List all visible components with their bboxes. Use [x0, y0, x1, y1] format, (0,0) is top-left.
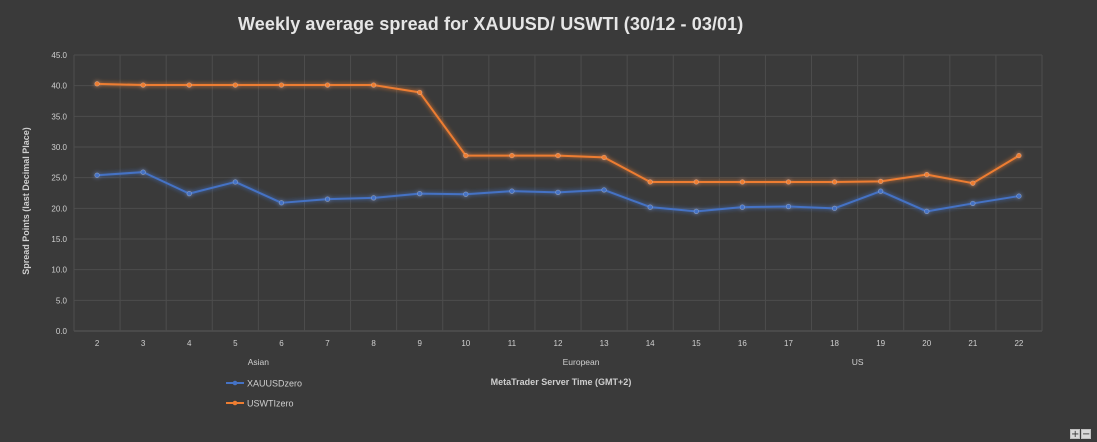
- legend-item: XAUUSDzero: [226, 379, 302, 389]
- data-point: [924, 208, 930, 214]
- zoom-out-button[interactable]: −: [1081, 429, 1091, 440]
- data-point: [831, 205, 838, 211]
- data-point: [739, 204, 745, 210]
- x-tick-label: 21: [968, 339, 977, 348]
- x-tick-label: 12: [554, 339, 563, 348]
- data-point: [647, 204, 653, 210]
- data-point: [555, 189, 561, 195]
- data-point: [94, 172, 100, 178]
- y-tick-label: 5.0: [56, 296, 68, 305]
- x-tick-label: 20: [922, 339, 931, 348]
- y-tick-label: 0.0: [56, 327, 68, 336]
- data-point: [601, 187, 607, 193]
- data-point: [463, 191, 469, 197]
- data-point: [739, 179, 745, 185]
- x-tick-label: 8: [371, 339, 376, 348]
- data-point: [924, 172, 930, 178]
- data-point: [1016, 193, 1022, 199]
- data-point: [278, 200, 285, 206]
- x-tick-label: 16: [738, 339, 747, 348]
- x-tick-label: 11: [508, 339, 517, 348]
- data-point: [878, 178, 884, 184]
- y-axis-ticks: 0.0 5.0 10.0 15.0 20.0 25.0 30.0 35.0 40.0 45.0: [51, 51, 67, 336]
- data-point: [878, 188, 884, 194]
- data-point: [324, 196, 331, 202]
- x-tick-label: 22: [1014, 339, 1023, 348]
- legend-item: USWTIzero: [226, 399, 294, 409]
- legend-swatch-marker: [232, 400, 238, 406]
- data-point: [785, 179, 792, 185]
- x-tick-label: 17: [784, 339, 793, 348]
- legend-swatch-marker: [232, 380, 238, 386]
- session-group-label: European: [563, 357, 600, 367]
- x-axis-title: MetaTrader Server Time (GMT+2): [491, 377, 632, 387]
- data-point: [970, 200, 976, 207]
- zoom-controls: + −: [1070, 429, 1091, 440]
- y-tick-label: 10.0: [51, 266, 67, 275]
- data-point: [232, 179, 238, 185]
- x-tick-label: 18: [830, 339, 839, 348]
- y-tick-label: 25.0: [51, 174, 67, 183]
- data-point: [555, 152, 561, 159]
- legend-label: USWTIzero: [247, 399, 294, 409]
- data-point: [693, 179, 699, 185]
- data-point: [371, 195, 377, 201]
- data-point: [417, 191, 423, 197]
- x-tick-label: 6: [279, 339, 284, 348]
- session-group-labels: Asian European US: [248, 357, 864, 367]
- data-point: [186, 191, 192, 197]
- data-point: [278, 82, 285, 88]
- y-tick-label: 15.0: [51, 235, 67, 244]
- data-point: [417, 89, 423, 96]
- x-tick-label: 19: [876, 339, 885, 348]
- data-point: [647, 179, 653, 185]
- data-point: [970, 180, 976, 186]
- data-point: [693, 208, 699, 214]
- session-group-label: US: [852, 357, 864, 367]
- data-point: [785, 203, 792, 210]
- zoom-in-button[interactable]: +: [1070, 429, 1080, 440]
- data-point: [140, 82, 146, 88]
- x-tick-label: 10: [461, 339, 470, 348]
- data-point: [94, 81, 100, 87]
- series-uswtizero: [94, 81, 1022, 186]
- series-xauusdzero: [94, 169, 1022, 214]
- y-axis-title: Spread Points (last Decimal Place): [21, 127, 31, 275]
- data-point: [509, 152, 515, 159]
- data-point: [509, 188, 515, 194]
- x-tick-label: 9: [417, 339, 422, 348]
- y-tick-label: 35.0: [51, 112, 67, 121]
- x-tick-label: 2: [95, 339, 100, 348]
- x-tick-label: 4: [187, 339, 192, 348]
- x-tick-label: 14: [646, 339, 655, 348]
- chart-title: Weekly average spread for XAUUSD/ USWTI …: [238, 14, 744, 34]
- data-point: [601, 154, 607, 161]
- x-tick-label: 13: [600, 339, 609, 348]
- data-point: [371, 82, 377, 88]
- legend-label: XAUUSDzero: [247, 379, 302, 389]
- x-tick-label: 15: [692, 339, 701, 348]
- x-tick-label: 7: [325, 339, 330, 348]
- legend: XAUUSDzero USWTIzero: [226, 379, 302, 409]
- y-tick-label: 30.0: [51, 143, 67, 152]
- series-line: [97, 82, 1020, 185]
- x-tick-label: 5: [233, 339, 238, 348]
- data-point: [186, 82, 192, 88]
- session-group-label: Asian: [248, 357, 270, 367]
- data-point: [831, 179, 838, 185]
- data-point: [324, 82, 331, 88]
- series-lines: [94, 81, 1022, 214]
- data-point: [463, 152, 469, 159]
- data-point: [232, 82, 238, 88]
- x-axis-ticks: 2 3 4 5 6 7 8 9 10 11 12 13 14 15 16 17 18 19 20 21 22: [95, 339, 1024, 348]
- y-tick-label: 45.0: [51, 51, 67, 60]
- data-point: [140, 169, 146, 175]
- y-tick-label: 20.0: [51, 204, 67, 213]
- data-point: [1016, 152, 1022, 159]
- x-tick-label: 3: [141, 339, 146, 348]
- y-tick-label: 40.0: [51, 82, 67, 91]
- gridlines: [73, 54, 1043, 332]
